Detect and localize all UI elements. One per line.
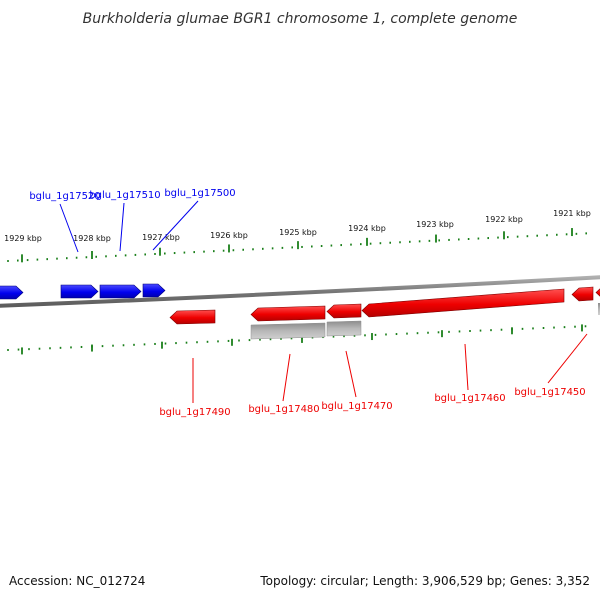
scale-tick-label: 1927 kbp	[142, 233, 180, 242]
forward-gene-arrow[interactable]	[0, 285, 24, 300]
gene-leader-line	[345, 350, 357, 398]
gene-label[interactable]: bglu_1g17500	[164, 188, 235, 199]
gene-leader-line	[464, 343, 469, 391]
genome-summary-text: Topology: circular; Length: 3,906,529 bp…	[260, 574, 590, 588]
accession-text: Accession: NC_012724	[9, 574, 146, 588]
genome-backbone	[0, 275, 600, 308]
scale-tick-label: 1926 kbp	[210, 231, 248, 240]
gene-leader-line	[119, 202, 125, 252]
scale-tick-label: 1922 kbp	[485, 215, 523, 224]
rna-feature-box	[250, 322, 326, 340]
forward-gene-arrow[interactable]	[142, 283, 166, 298]
inner-scale-ticks	[7, 324, 587, 355]
scale-tick-label: 1929 kbp	[4, 234, 42, 243]
gene-label[interactable]: bglu_1g17460	[434, 393, 505, 404]
gene-label[interactable]: bglu_1g17490	[159, 407, 230, 418]
reverse-gene-arrow[interactable]	[361, 288, 565, 318]
outer-scale-ticks	[7, 228, 588, 263]
scale-tick-label: 1924 kbp	[348, 224, 386, 233]
gene-label[interactable]: bglu_1g17520	[29, 191, 100, 202]
rna-features	[250, 303, 600, 340]
scale-tick-label: 1925 kbp	[279, 228, 317, 237]
gene-leader-line	[282, 353, 291, 402]
forward-gene-arrow[interactable]	[60, 284, 99, 299]
gene-leader-line	[547, 333, 588, 384]
scale-tick-label: 1921 kbp	[553, 209, 591, 218]
reverse-gene-arrow[interactable]	[169, 309, 216, 325]
gene-label[interactable]: bglu_1g17480	[248, 404, 319, 415]
gene-leader-line	[152, 200, 199, 251]
gene-label[interactable]: bglu_1g17450	[514, 387, 585, 398]
reverse-gene-arrow[interactable]	[250, 305, 326, 322]
scale-tick-label: 1923 kbp	[416, 220, 454, 229]
map-title: Burkholderia glumae BGR1 chromosome 1, c…	[83, 11, 518, 27]
reverse-gene-arrow[interactable]	[595, 286, 600, 299]
rna-feature-box	[326, 320, 362, 337]
outer-scale-labels: 1929 kbp 1928 kbp 1927 kbp 1926 kbp 1925 kbp…	[4, 209, 591, 243]
rna-feature-box	[598, 303, 600, 315]
reverse-gene-arrow[interactable]	[571, 286, 594, 302]
gene-label[interactable]: bglu_1g17510	[89, 190, 160, 201]
gene-label[interactable]: bglu_1g17470	[321, 401, 392, 412]
gene-leader-line	[59, 203, 79, 253]
forward-strand-genes	[0, 283, 166, 300]
forward-gene-arrow[interactable]	[99, 284, 142, 299]
reverse-gene-arrow[interactable]	[326, 303, 362, 319]
reverse-strand-genes	[169, 286, 600, 325]
scale-tick-label: 1928 kbp	[73, 234, 111, 243]
